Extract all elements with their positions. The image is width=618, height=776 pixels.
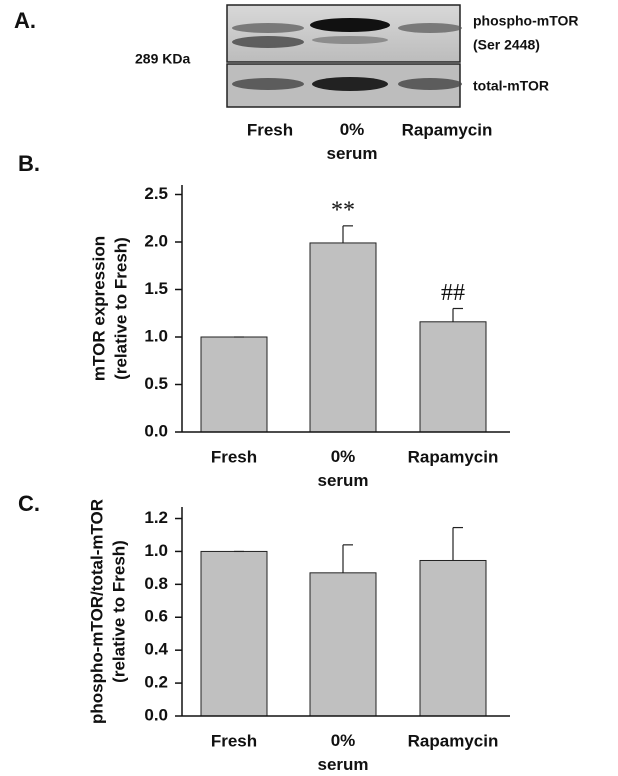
band-label: total-mTOR <box>473 78 549 94</box>
y-axis-label: mTOR expression <box>89 236 108 381</box>
lane-label: Rapamycin <box>402 120 493 139</box>
band <box>232 23 304 33</box>
band-label: phospho-mTOR <box>473 13 579 29</box>
y-tick-label: 0.8 <box>144 574 168 593</box>
y-tick-label: 0.5 <box>144 374 168 393</box>
blot-box <box>227 5 460 62</box>
band <box>310 18 390 32</box>
y-tick-label: 0.4 <box>144 640 168 659</box>
y-tick-label: 1.2 <box>144 508 168 527</box>
y-tick-label: 1.0 <box>144 326 168 345</box>
band <box>398 23 462 33</box>
y-tick-label: 0.2 <box>144 673 168 692</box>
y-tick-label: 2.0 <box>144 231 168 250</box>
x-tick-label: Rapamycin <box>408 447 499 466</box>
lane-label: Fresh <box>247 120 293 139</box>
band <box>398 78 462 90</box>
band <box>312 77 388 91</box>
band-label: (Ser 2448) <box>473 37 540 53</box>
x-tick-label: Fresh <box>211 731 257 750</box>
lane-label: 0%serum <box>326 120 377 163</box>
y-axis-label: (relative to Fresh) <box>109 540 128 683</box>
y-axis-label: (relative to Fresh) <box>111 237 130 380</box>
blot <box>227 5 462 107</box>
x-tick-label: 0%serum <box>317 447 368 490</box>
y-tick-label: 1.0 <box>144 541 168 560</box>
y-tick-label: 1.5 <box>144 279 168 298</box>
annotation: ## <box>441 280 465 306</box>
x-tick-label: 0%serum <box>317 731 368 774</box>
panel-label: C. <box>18 491 40 516</box>
figure: A. 289 KDa phospho-mTOR (Ser 2448) total… <box>0 0 618 776</box>
y-tick-label: 0.6 <box>144 607 168 626</box>
y-axis-label: phospho-mTOR/total-mTOR <box>87 499 106 724</box>
y-tick-label: 0.0 <box>144 421 168 440</box>
y-tick-label: 2.5 <box>144 184 168 203</box>
bar <box>310 573 376 716</box>
x-tick-label: Fresh <box>211 447 257 466</box>
bar <box>310 243 376 432</box>
bar <box>420 560 486 716</box>
marker-label: 289 KDa <box>135 51 190 67</box>
panel-label: A. <box>14 8 36 33</box>
band <box>312 36 388 44</box>
panel-label: B. <box>18 151 40 176</box>
annotation: ** <box>331 197 355 223</box>
x-tick-label: Rapamycin <box>408 731 499 750</box>
band <box>232 78 304 90</box>
bar <box>201 551 267 716</box>
band <box>232 36 304 48</box>
bar <box>420 322 486 432</box>
bar <box>201 337 267 432</box>
y-tick-label: 0.0 <box>144 705 168 724</box>
